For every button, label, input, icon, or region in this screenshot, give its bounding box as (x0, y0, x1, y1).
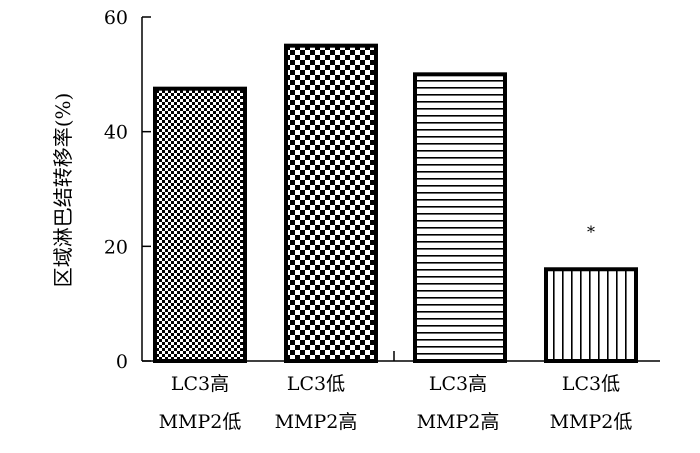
category-label: LC3高 (429, 373, 487, 395)
y-tick-label: 40 (104, 122, 128, 144)
y-tick-label: 60 (104, 7, 128, 29)
bar-2 (284, 43, 378, 364)
bar-3 (413, 72, 507, 363)
category-label: LC3低 (562, 373, 620, 395)
bars (153, 43, 638, 364)
y-tick-label: 0 (116, 351, 128, 373)
bar-4 (544, 267, 638, 363)
category-label: MMP2低 (159, 411, 242, 433)
bar-1 (153, 86, 247, 364)
y-tick-label: 20 (104, 236, 128, 258)
category-label: LC3低 (287, 373, 345, 395)
category-label: LC3高 (171, 373, 229, 395)
significance-marker: * (587, 222, 595, 241)
category-label: MMP2高 (417, 411, 500, 433)
category-label: MMP2低 (550, 411, 633, 433)
category-labels: * LC3高 MMP2低 LC3低 MMP2高 LC3高 MMP2高 LC3低 MMP2低 (159, 222, 633, 433)
category-label: MMP2高 (275, 411, 358, 433)
y-axis-title: 区域淋巴结转移率(%) (51, 93, 75, 288)
axes: 0 20 40 60 (104, 7, 660, 373)
